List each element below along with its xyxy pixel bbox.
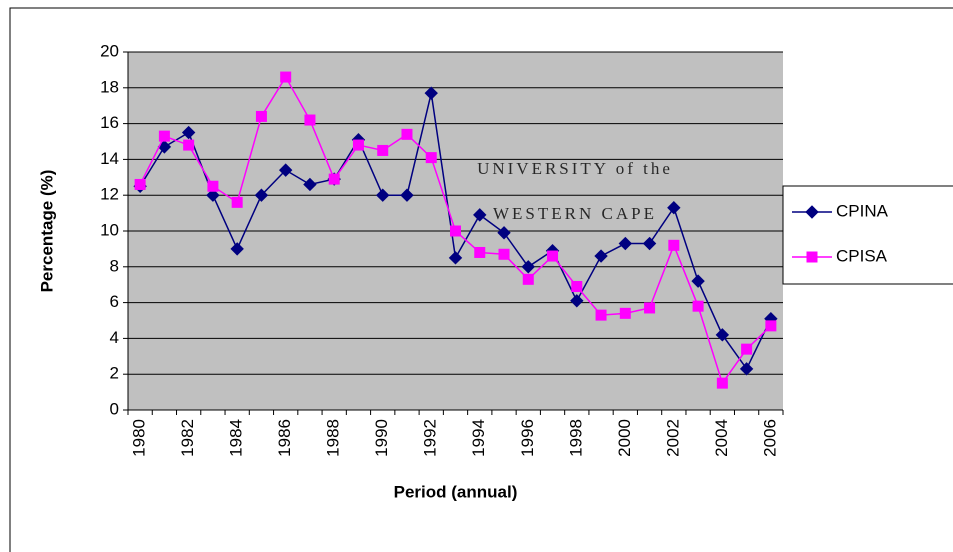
data-point: [618, 236, 633, 251]
data-point: [498, 248, 510, 260]
data-point: [547, 250, 559, 262]
data-point: [741, 343, 753, 355]
x-tick-label: 1994: [469, 419, 488, 457]
x-tick-label: 1980: [130, 419, 149, 457]
y-tick-label: 0: [110, 399, 119, 418]
data-point: [473, 208, 487, 222]
data-point: [158, 130, 170, 142]
y-tick-label: 8: [110, 256, 119, 275]
data-point: [522, 273, 534, 285]
x-tick-label: 1998: [566, 419, 585, 457]
data-point: [231, 196, 243, 208]
data-point: [134, 178, 146, 190]
watermark: UNIVERSITY of the: [477, 159, 673, 178]
data-point: [255, 110, 267, 122]
x-axis-label: Period (annual): [394, 482, 518, 501]
data-point: [570, 294, 584, 308]
data-point: [401, 128, 413, 140]
data-point: [594, 249, 608, 263]
x-tick-label: 1986: [275, 419, 294, 457]
data-point: [181, 125, 196, 140]
y-tick-label: 20: [100, 41, 119, 60]
data-point: [667, 201, 681, 215]
x-tick-label: 1988: [324, 419, 343, 457]
data-point: [206, 188, 220, 202]
data-point: [644, 302, 656, 314]
data-point: [377, 144, 389, 156]
data-point: [376, 188, 390, 202]
data-point: [739, 362, 754, 376]
data-point: [691, 274, 705, 288]
y-tick-label: 6: [110, 292, 119, 311]
x-tick-label: 1992: [421, 419, 440, 457]
data-point: [230, 242, 244, 256]
x-tick-label: 2006: [760, 419, 779, 457]
data-point: [425, 152, 437, 164]
data-point: [424, 86, 438, 100]
x-tick-label: 1990: [372, 419, 391, 457]
legend-marker: [805, 205, 819, 219]
data-point: [450, 225, 461, 237]
data-point: [278, 163, 293, 177]
y-tick-label: 10: [100, 220, 119, 239]
legend-label: CPISA: [836, 246, 888, 265]
data-point: [328, 173, 340, 185]
data-point: [474, 246, 486, 258]
data-point: [619, 307, 631, 319]
data-point: [571, 280, 583, 292]
data-point: [183, 139, 195, 151]
data-point: [765, 320, 777, 332]
data-point: [716, 377, 728, 389]
data-point: [448, 251, 463, 265]
data-point: [668, 239, 680, 251]
legend-marker: [806, 251, 818, 263]
data-point: [642, 236, 657, 251]
legend-box: [782, 185, 953, 285]
data-point: [303, 177, 317, 192]
data-point: [595, 309, 607, 321]
data-point: [692, 300, 704, 312]
data-point: [280, 71, 292, 83]
y-tick-label: 18: [100, 77, 119, 96]
data-point: [304, 114, 316, 126]
y-tick-label: 12: [100, 185, 119, 204]
y-tick-label: 4: [110, 328, 119, 347]
y-axis-label: Percentage (%): [37, 170, 56, 293]
data-point: [400, 188, 414, 202]
data-point: [521, 260, 535, 274]
data-point: [497, 226, 511, 240]
data-point: [352, 139, 364, 151]
x-tick-label: 2000: [615, 419, 634, 457]
x-tick-label: 2004: [712, 419, 731, 457]
x-tick-label: 2002: [663, 419, 682, 457]
x-tick-label: 1984: [227, 419, 246, 457]
data-point: [207, 180, 219, 192]
y-tick-label: 14: [100, 149, 119, 168]
watermark: WESTERN CAPE: [493, 204, 657, 223]
x-tick-label: 1996: [518, 419, 537, 457]
y-tick-label: 2: [110, 364, 119, 383]
x-tick-label: 1982: [178, 419, 197, 457]
y-tick-label: 16: [100, 113, 119, 132]
data-point: [254, 188, 269, 202]
data-point: [715, 328, 730, 342]
legend-label: CPINA: [836, 201, 889, 220]
